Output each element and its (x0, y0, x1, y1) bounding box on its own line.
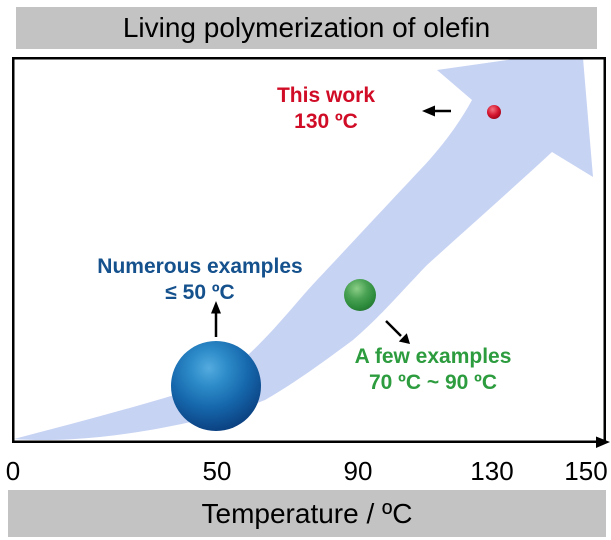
down-right-arrow-icon (385, 320, 410, 344)
axis-arrowhead-icon (596, 436, 610, 448)
x-tick-150: 150 (564, 456, 608, 486)
left-arrow-icon (422, 105, 451, 117)
annotation-few-line2: 70 ºC ~ 90 ºC (368, 371, 497, 394)
blue-sphere-marker-50C (171, 341, 261, 431)
figure-title: Living polymerization of olefin (122, 12, 491, 43)
annotation-numerous-examples: Numerous examples ≤ 50 ºC (97, 254, 302, 306)
x-tick-50: 50 (202, 456, 232, 486)
annotation-few-line1: A few examples (354, 345, 512, 368)
annotation-numerous-line2: ≤ 50 ºC (165, 281, 235, 304)
annotation-this-work-line2: 130 ºC (294, 110, 358, 133)
figure-title-bar: Living polymerization of olefin (16, 7, 597, 49)
annotation-few-examples: A few examples 70 ºC ~ 90 ºC (355, 344, 512, 396)
trend-arrow (14, 58, 593, 441)
x-tick-130: 130 (470, 456, 514, 486)
x-axis-label-bar: Temperature / ºC (8, 490, 606, 537)
x-axis-label: Temperature / ºC (201, 498, 413, 529)
annotation-this-work-line1: This work (276, 84, 376, 107)
x-tick-90: 90 (343, 456, 373, 486)
up-arrow-icon (211, 301, 221, 337)
red-dot-marker-130C (487, 105, 501, 119)
annotation-numerous-line1: Numerous examples (97, 255, 303, 278)
green-sphere-marker-70-90C (344, 279, 376, 311)
plot-frame (12, 57, 606, 443)
annotation-this-work: This work 130 ºC (277, 83, 375, 135)
x-tick-0: 0 (5, 456, 21, 486)
